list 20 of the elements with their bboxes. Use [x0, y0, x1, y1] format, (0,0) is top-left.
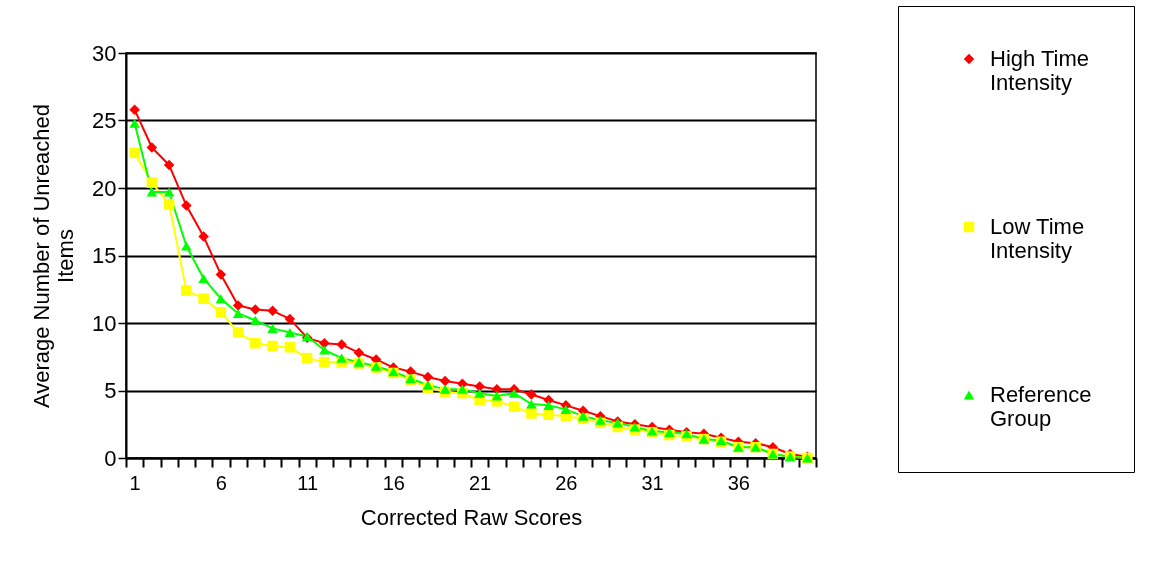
x-tick-label: 11	[297, 471, 319, 494]
legend-label: High Time Intensity	[990, 46, 1090, 95]
y-tick-label: 30	[92, 40, 117, 66]
x-tick-label: 1	[129, 471, 141, 494]
y-tick-label: 5	[104, 378, 117, 403]
y-axis-title: Average Number of Unreached Items	[29, 103, 79, 409]
x-tick-label: 16	[382, 471, 405, 494]
y-tick-label: 25	[92, 108, 117, 133]
legend-label: Reference Group	[990, 382, 1092, 431]
x-tick-label: 21	[469, 471, 492, 494]
x-tick-label: 6	[215, 471, 227, 494]
legend-label: Low Time Intensity	[990, 214, 1085, 263]
y-tick-label: 20	[92, 175, 117, 201]
x-axis-title: Corrected Raw Scores	[360, 504, 583, 530]
y-tick-label: 10	[92, 310, 117, 336]
x-tick-label: 31	[641, 471, 664, 494]
x-tick-label: 36	[727, 471, 750, 494]
y-tick-label: 15	[92, 243, 117, 268]
x-tick-label: 26	[555, 471, 578, 494]
y-tick-label: 0	[104, 445, 117, 471]
